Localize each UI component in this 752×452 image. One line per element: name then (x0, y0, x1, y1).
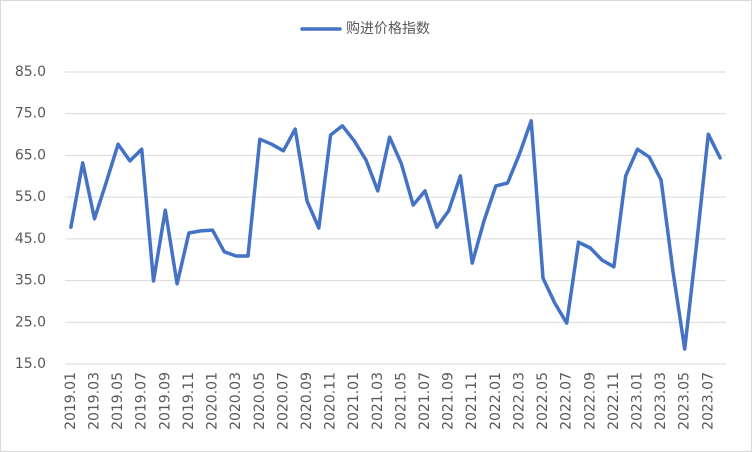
y-tick-label: 35.0 (15, 273, 46, 289)
x-tick-label: 2021.07 (417, 372, 433, 430)
x-tick-label: 2022.01 (488, 372, 504, 430)
x-tick-label: 2021.03 (370, 372, 386, 430)
x-tick-label: 2020.07 (275, 372, 291, 430)
y-tick-label: 55.0 (15, 189, 46, 205)
x-tick-label: 2019.01 (63, 372, 79, 430)
x-tick-label: 2019.03 (87, 372, 103, 430)
y-tick-label: 15.0 (15, 356, 46, 372)
x-tick-label: 2022.05 (535, 372, 551, 430)
x-tick-label: 2021.05 (393, 372, 409, 430)
data-line (69, 119, 722, 351)
x-tick-label: 2023.05 (677, 372, 693, 430)
x-tick-label: 2020.05 (252, 372, 268, 430)
x-tick-label: 2023.07 (700, 372, 716, 430)
x-tick-label: 2022.09 (582, 372, 598, 430)
x-tick-label: 2020.09 (299, 372, 315, 430)
y-tick-label: 65.0 (15, 147, 46, 163)
x-tick-label: 2022.11 (606, 372, 622, 430)
x-tick-label: 2019.11 (181, 372, 197, 430)
y-tick-label: 85.0 (15, 64, 46, 80)
x-tick-label: 2022.07 (559, 372, 575, 430)
x-tick-label: 2023.01 (629, 372, 645, 430)
x-tick-label: 2020.11 (323, 372, 339, 430)
y-tick-label: 25.0 (15, 314, 46, 330)
legend-label: 购进价格指数 (346, 21, 430, 37)
x-tick-label: 2019.09 (157, 372, 173, 430)
x-tick-label: 2021.11 (464, 372, 480, 430)
x-tick-label: 2023.03 (653, 372, 669, 430)
x-tick-label: 2019.07 (134, 372, 150, 430)
x-tick-label: 2022.03 (511, 372, 527, 430)
x-tick-label: 2020.01 (205, 372, 221, 430)
x-tick-label: 2019.05 (110, 372, 126, 430)
y-tick-label: 75.0 (15, 106, 46, 122)
x-tick-label: 2021.01 (346, 372, 362, 430)
y-tick-label: 45.0 (15, 231, 46, 247)
x-tick-label: 2021.09 (441, 372, 457, 430)
x-tick-label: 2020.03 (228, 372, 244, 430)
